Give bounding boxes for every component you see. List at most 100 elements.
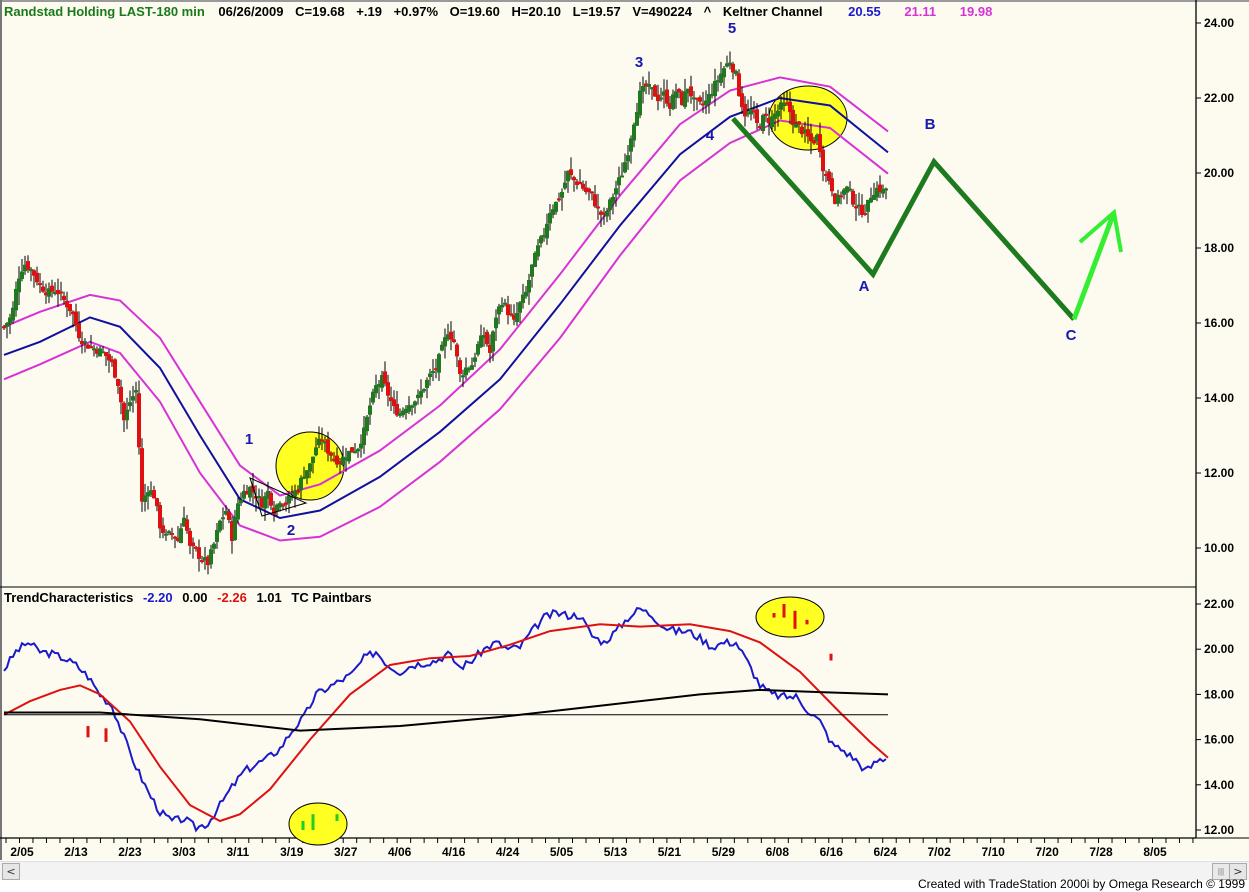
candle-up	[683, 91, 687, 107]
date-axis-label: 7/20	[1035, 845, 1059, 859]
candle-up	[215, 529, 219, 542]
indicator-axis: 22.00 20.00 18.00 16.00 14.00 12.00	[1196, 597, 1234, 837]
candle-down	[698, 97, 702, 102]
candle-down	[230, 521, 234, 541]
wave-label-3: 3	[635, 54, 643, 71]
candle-down	[455, 344, 459, 357]
candle-down	[752, 110, 756, 113]
candle-up	[404, 408, 408, 414]
candle-up	[875, 187, 879, 198]
candle-up	[794, 123, 798, 128]
candle-down	[827, 171, 831, 181]
candle-up	[407, 405, 411, 412]
candle-up	[773, 113, 777, 119]
candle-up	[782, 102, 786, 106]
candle-down	[137, 393, 141, 448]
candle-up	[371, 391, 375, 403]
candle-down	[569, 169, 573, 176]
candle-up	[164, 533, 168, 536]
candle-up	[626, 155, 630, 162]
close-value: C=19.68	[295, 4, 345, 19]
candle-down	[80, 340, 84, 345]
candle-down	[581, 183, 585, 189]
candle-up	[17, 278, 21, 293]
candle-down	[185, 519, 189, 531]
candle-down	[281, 504, 285, 507]
price-axis-label: 24.00	[1204, 16, 1234, 30]
candle-up	[134, 390, 138, 393]
candle-up	[803, 129, 807, 133]
candle-up	[29, 269, 33, 272]
candle-down	[158, 505, 162, 529]
candle-up	[524, 291, 528, 297]
candle-down	[512, 314, 516, 320]
wave-label-5: 5	[728, 20, 736, 37]
candle-down	[689, 86, 693, 97]
candle-up	[308, 463, 312, 472]
indicator-name: Keltner Channel	[723, 4, 823, 19]
candle-down	[338, 461, 342, 465]
candle-up	[314, 447, 318, 456]
candle-down	[818, 134, 822, 153]
horizontal-scrollbar[interactable]: < ||| >	[0, 861, 1249, 880]
candle-down	[509, 313, 513, 316]
change-value: +.19	[356, 4, 382, 19]
candle-up	[440, 344, 444, 351]
candle-up	[776, 110, 780, 117]
scroll-left-button[interactable]: <	[2, 863, 20, 880]
date-axis-label: 2/13	[64, 845, 88, 859]
candle-up	[722, 68, 726, 78]
date-axis-label: 3/19	[280, 845, 304, 859]
candle-down	[680, 91, 684, 105]
candle-down	[35, 272, 39, 283]
candle-up	[635, 111, 639, 126]
candle-down	[332, 458, 336, 461]
price-axis-label: 14.00	[1204, 391, 1234, 405]
candle-down	[329, 452, 333, 456]
scroll-right-button[interactable]: >	[1229, 863, 1247, 880]
candle-up	[218, 520, 222, 531]
candle-up	[548, 212, 552, 224]
wave-label-1: 1	[245, 431, 253, 448]
candle-down	[830, 178, 834, 192]
candle-down	[89, 346, 93, 349]
date-axis-label: 5/13	[604, 845, 628, 859]
candle-up	[536, 245, 540, 257]
candle-up	[734, 71, 738, 75]
wave-arrow-head-icon	[1078, 208, 1123, 253]
kc-upper-band	[3, 76, 889, 497]
candle-up	[671, 94, 675, 110]
candle-down	[326, 439, 330, 454]
tc-line-fast	[3, 606, 887, 833]
candlesticks	[2, 51, 888, 575]
candle-up	[182, 517, 186, 527]
candle-up	[686, 88, 690, 94]
chart-background	[0, 0, 1249, 860]
candle-down	[200, 560, 204, 563]
candle-up	[278, 503, 282, 508]
candle-up	[494, 317, 498, 329]
candle-up	[212, 543, 216, 549]
candle-up	[641, 86, 645, 92]
candle-down	[107, 354, 111, 361]
indicator-highlights	[288, 596, 825, 846]
candle-up	[146, 492, 150, 497]
candle-up	[413, 401, 417, 406]
candle-down	[335, 455, 339, 465]
candle-up	[233, 516, 237, 541]
candle-up	[674, 91, 678, 99]
date-axis-label: 3/11	[226, 845, 249, 859]
triangle-pattern-annotation	[249, 477, 308, 517]
candle-up	[515, 313, 519, 323]
chevron-right-icon: >	[1233, 865, 1243, 878]
indicator-axis-label: 20.00	[1204, 642, 1234, 656]
candle-up	[728, 62, 732, 66]
price-axis-label: 16.00	[1204, 316, 1234, 330]
candle-down	[26, 261, 30, 270]
wave-abc-line	[731, 116, 1076, 321]
candle-down	[395, 403, 399, 416]
date-axis-label: 5/05	[550, 845, 574, 859]
candle-down	[851, 190, 855, 205]
volume-value: V=490224	[632, 4, 692, 19]
tc-value-2: 0.00	[182, 590, 207, 605]
